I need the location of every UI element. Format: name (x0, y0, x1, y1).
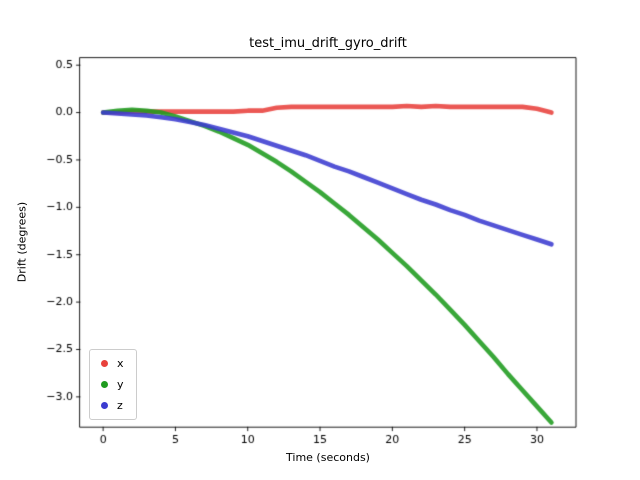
chart-title: test_imu_drift_gyro_drift (249, 36, 407, 51)
legend-item-x: x (97, 355, 124, 372)
legend-label-y: y (117, 378, 124, 391)
x-axis-label: Time (seconds) (286, 451, 370, 464)
legend-marker-y-icon (101, 381, 108, 388)
legend-marker-z-icon (101, 402, 108, 409)
y-axis-label: Drift (degrees) (15, 201, 29, 283)
legend-label-x: x (117, 357, 124, 370)
legend-item-z: z (97, 397, 124, 414)
legend-label-z: z (117, 399, 123, 412)
legend-marker-x-icon (101, 360, 108, 367)
legend-item-y: y (97, 376, 124, 393)
